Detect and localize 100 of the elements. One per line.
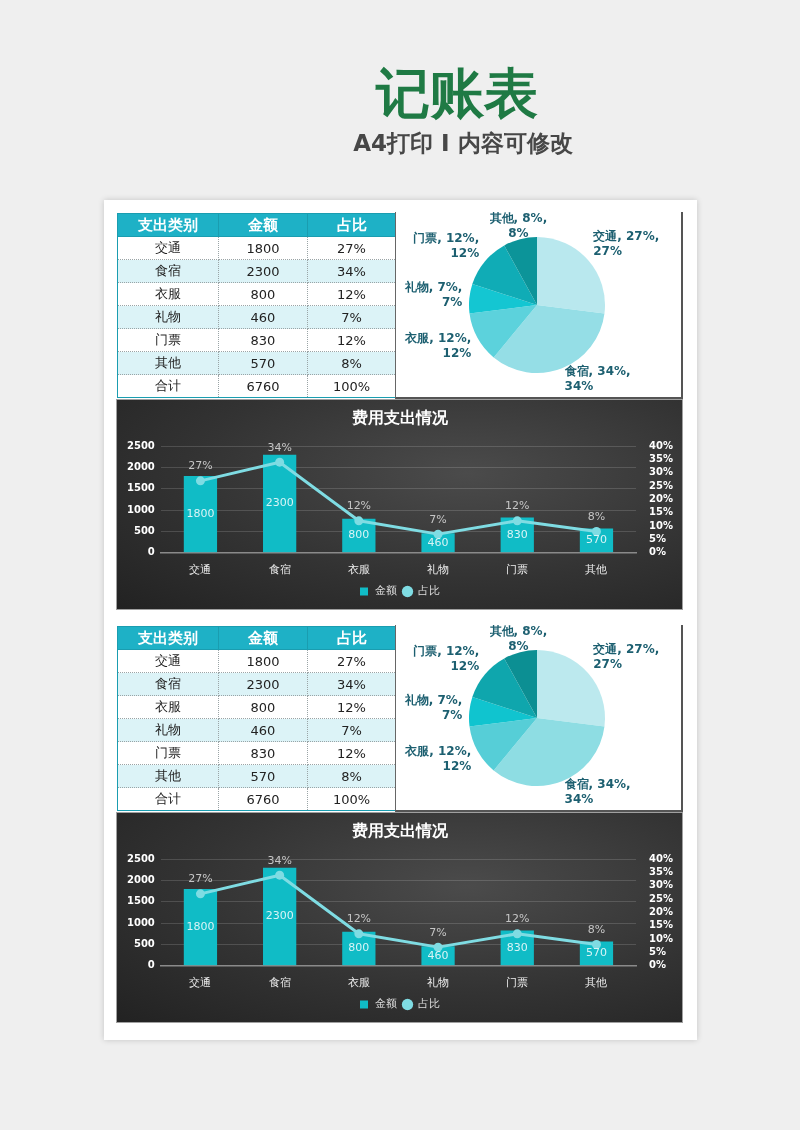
legend-label: 占比 xyxy=(418,584,440,598)
data-label: 34% xyxy=(307,259,396,283)
y2-tick-label: 20% xyxy=(649,906,673,918)
x-tick-label: 礼物 xyxy=(427,976,450,990)
text: 记账表 xyxy=(374,62,539,126)
data-label: 460 xyxy=(427,948,449,962)
y2-tick-label: 35% xyxy=(649,453,673,465)
data-label: 34% xyxy=(267,440,292,454)
text: 支出类别 xyxy=(117,626,219,650)
slice-label: 交通, 27%, 27% xyxy=(592,228,660,258)
data-label: 8% xyxy=(307,351,396,375)
bar xyxy=(183,889,218,966)
y-tick-label: 2000 xyxy=(126,874,155,886)
category-label: 其他 xyxy=(117,764,219,788)
x-tick-label: 其他 xyxy=(585,563,608,577)
data-label: 6760 xyxy=(218,374,308,398)
category-label: 食宿 xyxy=(117,259,219,283)
point xyxy=(591,526,601,536)
category-label: 门票 xyxy=(117,328,219,352)
point xyxy=(195,476,205,486)
y-tick-label: 2500 xyxy=(126,439,155,451)
data-label: 7% xyxy=(429,512,447,526)
data-label: 34% xyxy=(307,672,396,696)
category-label: 交通 xyxy=(117,236,219,260)
data-label: 570 xyxy=(218,764,308,788)
data-label: 460 xyxy=(218,718,308,742)
y-tick-label: 500 xyxy=(133,938,155,950)
data-label: 12% xyxy=(346,912,372,926)
category-label: 合计 xyxy=(117,787,219,811)
data-label: 830 xyxy=(506,527,528,541)
data-label: 1800 xyxy=(218,236,308,260)
category-label: 交通 xyxy=(117,649,219,673)
series-label: 金额 xyxy=(218,626,308,650)
y-tick-label: 2500 xyxy=(126,852,155,864)
y2-tick-label: 10% xyxy=(649,519,673,531)
series-label: 占比 xyxy=(307,626,396,650)
y2-tick-label: 40% xyxy=(649,852,673,864)
data-label: 12% xyxy=(307,328,396,352)
y-tick-label: 1000 xyxy=(126,916,155,928)
data-label: 8% xyxy=(587,922,606,936)
x-tick-label: 门票 xyxy=(506,563,529,577)
x-tick-label: 其他 xyxy=(585,976,608,990)
point xyxy=(433,942,443,952)
data-label: 570 xyxy=(585,946,607,960)
point xyxy=(354,516,364,526)
y2-tick-label: 30% xyxy=(649,879,673,891)
bar xyxy=(263,454,297,553)
category-label: 衣服 xyxy=(117,282,219,306)
data-label: 830 xyxy=(218,328,308,352)
text: 支出类别 xyxy=(117,213,219,237)
point xyxy=(275,870,285,880)
chart-title: 费用支出情况 xyxy=(350,407,449,427)
data-label: 460 xyxy=(218,305,308,329)
data-label: 830 xyxy=(218,741,308,765)
data-label: 7% xyxy=(307,718,396,742)
y2-tick-label: 0% xyxy=(649,959,667,971)
bar xyxy=(183,476,218,553)
data-label: 12% xyxy=(346,499,372,513)
slice-label: 礼物, 7%, 7% xyxy=(403,279,463,309)
slice-label: 食宿, 34%, 34% xyxy=(563,777,631,807)
y2-tick-label: 15% xyxy=(649,506,673,518)
y-tick-label: 500 xyxy=(133,525,155,537)
category-label: 其他 xyxy=(117,351,219,375)
slice-label: 门票, 12%, 12% xyxy=(413,643,480,673)
data-label: 800 xyxy=(348,528,370,542)
x-tick-label: 门票 xyxy=(506,976,529,990)
x-tick-label: 交通 xyxy=(189,563,212,577)
point xyxy=(354,929,364,939)
category-label: 礼物 xyxy=(117,305,219,329)
data-label: 1800 xyxy=(186,507,215,521)
data-label: 830 xyxy=(506,940,528,954)
slice-label: 礼物, 7%, 7% xyxy=(403,692,463,722)
y2-tick-label: 20% xyxy=(649,493,673,505)
point xyxy=(275,457,285,467)
data-label: 2300 xyxy=(265,909,294,923)
y2-tick-label: 30% xyxy=(649,466,673,478)
data-label: 7% xyxy=(429,925,447,939)
data-label: 8% xyxy=(587,509,606,523)
slice-label: 食宿, 34%, 34% xyxy=(563,364,631,394)
data-label: 12% xyxy=(505,499,530,513)
point xyxy=(591,939,601,949)
data-label: 27% xyxy=(188,459,213,473)
y2-tick-label: 25% xyxy=(649,892,673,904)
y-tick-label: 1500 xyxy=(126,482,155,494)
y2-tick-label: 0% xyxy=(649,546,667,558)
data-label: 2300 xyxy=(265,496,294,510)
y-tick-label: 0 xyxy=(147,546,155,558)
slice-label: 其他, 8%, 8% xyxy=(488,624,548,654)
slice-label: 衣服, 12%, 12% xyxy=(404,744,472,774)
data-label: 800 xyxy=(348,941,370,955)
data-label: 27% xyxy=(307,649,396,673)
y2-tick-label: 5% xyxy=(649,946,667,958)
x-tick-label: 礼物 xyxy=(427,563,450,577)
data-label: 2300 xyxy=(218,259,308,283)
y2-tick-label: 10% xyxy=(649,932,673,944)
data-label: 7% xyxy=(307,305,396,329)
x-tick-label: 衣服 xyxy=(347,563,370,577)
data-label: 800 xyxy=(218,282,308,306)
data-label: 100% xyxy=(307,787,396,811)
slice-label: 衣服, 12%, 12% xyxy=(404,331,472,361)
